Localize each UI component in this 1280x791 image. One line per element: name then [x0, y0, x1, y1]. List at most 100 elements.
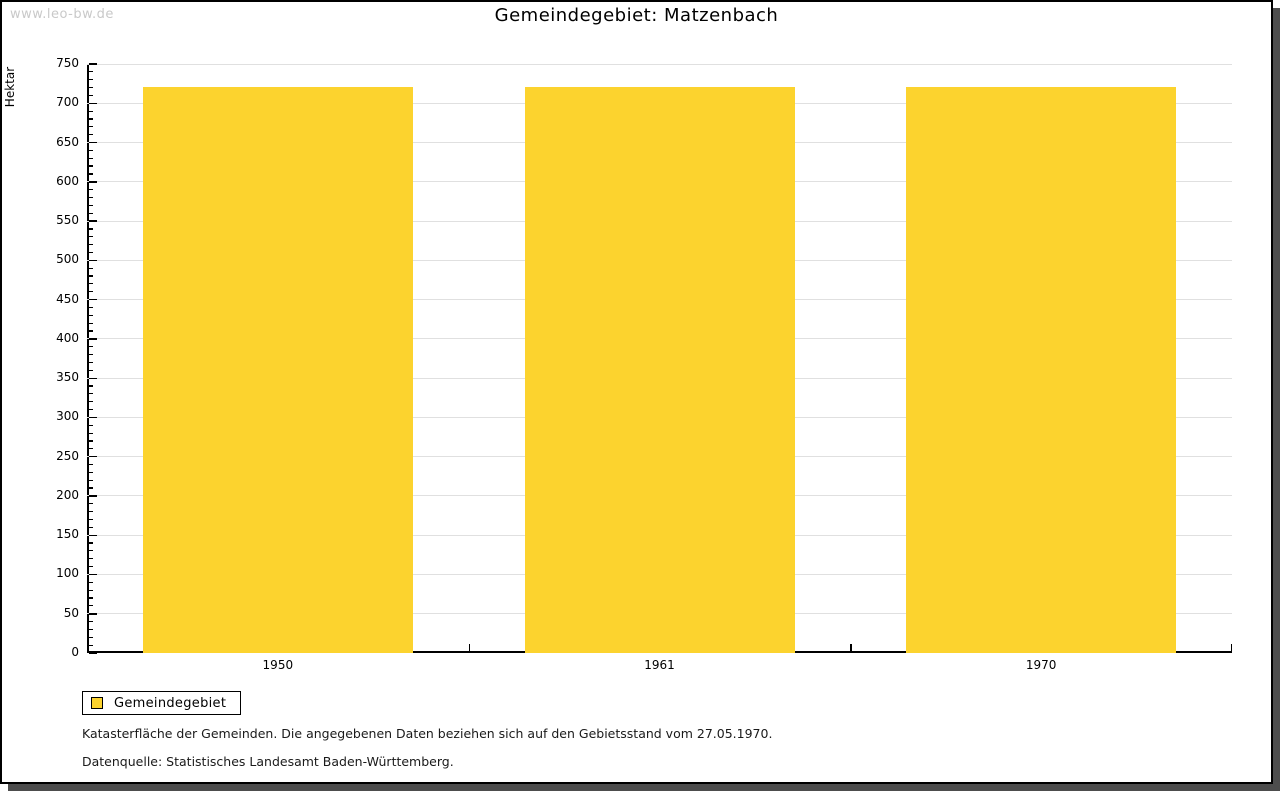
- y-tick-minor-710: [89, 94, 93, 96]
- y-tick-minor-630: [89, 157, 93, 159]
- y-tick-minor-310: [89, 408, 93, 411]
- y-tick-minor-730: [89, 79, 93, 81]
- y-tick-label-650: 650: [56, 134, 79, 149]
- y-tick-minor-440: [89, 306, 93, 309]
- y-tick-label-450: 450: [56, 291, 79, 306]
- y-tick-minor-680: [89, 118, 93, 120]
- y-tick-label-0: 0: [71, 645, 79, 659]
- y-tick-label-250: 250: [56, 448, 79, 463]
- y-tick-minor-170: [89, 518, 93, 521]
- y-tick-major-350: [89, 377, 97, 379]
- y-tick-label-550: 550: [56, 213, 79, 228]
- y-tick-minor-270: [89, 440, 93, 442]
- y-tick-minor-110: [89, 566, 93, 568]
- y-tick-minor-290: [89, 424, 93, 426]
- y-tick-minor-510: [89, 251, 93, 254]
- y-tick-minor-590: [89, 189, 93, 191]
- y-tick-minor-520: [89, 244, 93, 246]
- legend-swatch-icon: [91, 697, 103, 709]
- y-tick-minor-620: [89, 165, 93, 167]
- y-tick-minor-390: [89, 346, 93, 348]
- y-tick-minor-460: [89, 291, 93, 293]
- y-tick-label-350: 350: [56, 370, 79, 385]
- y-tick-label-500: 500: [56, 252, 79, 267]
- y-tick-label-600: 600: [56, 173, 79, 188]
- y-tick-minor-570: [89, 204, 93, 206]
- y-tick-major-300: [89, 416, 97, 419]
- y-tick-minor-580: [89, 196, 93, 199]
- y-tick-minor-230: [89, 471, 93, 473]
- y-tick-minor-640: [89, 149, 93, 151]
- y-tick-minor-240: [89, 463, 93, 466]
- y-tick-minor-470: [89, 283, 93, 285]
- y-tick-minor-660: [89, 134, 93, 136]
- bar-1970: [906, 86, 1177, 653]
- y-tick-minor-40: [89, 620, 93, 623]
- y-tick-minor-180: [89, 511, 93, 513]
- bar-1961: [524, 86, 795, 653]
- x-category-label-1970: 1970: [1025, 658, 1057, 672]
- y-tick-minor-30: [89, 628, 93, 631]
- y-tick-minor-220: [89, 479, 93, 481]
- y-tick-minor-160: [89, 526, 93, 528]
- y-tick-minor-280: [89, 432, 93, 434]
- y-tick-major-550: [89, 220, 97, 222]
- y-tick-label-200: 200: [56, 487, 79, 502]
- y-tick-minor-340: [89, 385, 93, 387]
- y-tick-minor-210: [89, 487, 93, 489]
- y-tick-minor-360: [89, 369, 93, 371]
- y-tick-label-300: 300: [56, 409, 79, 424]
- y-tick-minor-80: [89, 589, 93, 591]
- y-tick-major-700: [89, 102, 97, 105]
- y-tick-major-250: [89, 456, 97, 458]
- bar-1950: [142, 86, 413, 653]
- y-tick-minor-410: [89, 330, 93, 332]
- legend-label: Gemeindegebiet: [114, 695, 227, 711]
- y-tick-minor-120: [89, 558, 93, 560]
- chart-title: Gemeindegebiet: Matzenbach: [494, 5, 779, 26]
- y-tick-minor-380: [89, 353, 93, 356]
- y-tick-minor-430: [89, 314, 93, 316]
- y-axis-line: [87, 64, 89, 653]
- y-tick-minor-70: [89, 597, 93, 599]
- y-tick-minor-740: [89, 71, 93, 73]
- y-tick-minor-540: [89, 228, 93, 230]
- y-tick-major-450: [89, 299, 97, 301]
- y-tick-minor-90: [89, 581, 93, 583]
- y-tick-minor-480: [89, 275, 93, 277]
- y-tick-minor-60: [89, 605, 93, 607]
- y-tick-minor-260: [89, 448, 93, 450]
- y-tick-minor-20: [89, 636, 93, 638]
- y-tick-minor-610: [89, 173, 93, 175]
- y-tick-minor-190: [89, 503, 93, 505]
- y-tick-minor-370: [89, 361, 93, 363]
- y-tick-minor-320: [89, 401, 93, 403]
- y-tick-label-50: 50: [63, 605, 79, 620]
- y-tick-label-100: 100: [56, 566, 79, 581]
- y-tick-minor-140: [89, 542, 93, 544]
- legend: Gemeindegebiet: [82, 691, 242, 715]
- y-tick-minor-10: [89, 644, 93, 646]
- y-tick-major-0: [89, 652, 97, 654]
- plot-area: 0 50 100 150 200 250 300 350 400 450 500 550 600 650 7…: [56, 56, 1232, 672]
- y-tick-major-750: [89, 63, 97, 65]
- y-tick-minor-690: [89, 110, 93, 112]
- gridline-y-750: [87, 63, 1232, 65]
- y-tick-minor-720: [89, 86, 93, 89]
- y-tick-major-100: [89, 573, 97, 576]
- y-tick-minor-670: [89, 126, 93, 128]
- x-boundary-tick-2: [850, 644, 852, 651]
- y-tick-major-600: [89, 181, 97, 183]
- y-tick-minor-560: [89, 212, 93, 214]
- x-boundary-tick-1: [468, 644, 471, 651]
- note-source-description: Katasterfläche der Gemeinden. Die angege…: [82, 726, 773, 741]
- y-tick-minor-530: [89, 236, 93, 238]
- y-tick-major-500: [89, 259, 97, 262]
- note-data-source: Datenquelle: Statistisches Landesamt Bad…: [82, 754, 454, 769]
- y-axis-title: Hektar: [3, 66, 17, 108]
- y-tick-major-400: [89, 338, 97, 340]
- y-tick-label-700: 700: [56, 95, 79, 110]
- y-tick-major-150: [89, 534, 97, 536]
- y-tick-major-200: [89, 495, 97, 497]
